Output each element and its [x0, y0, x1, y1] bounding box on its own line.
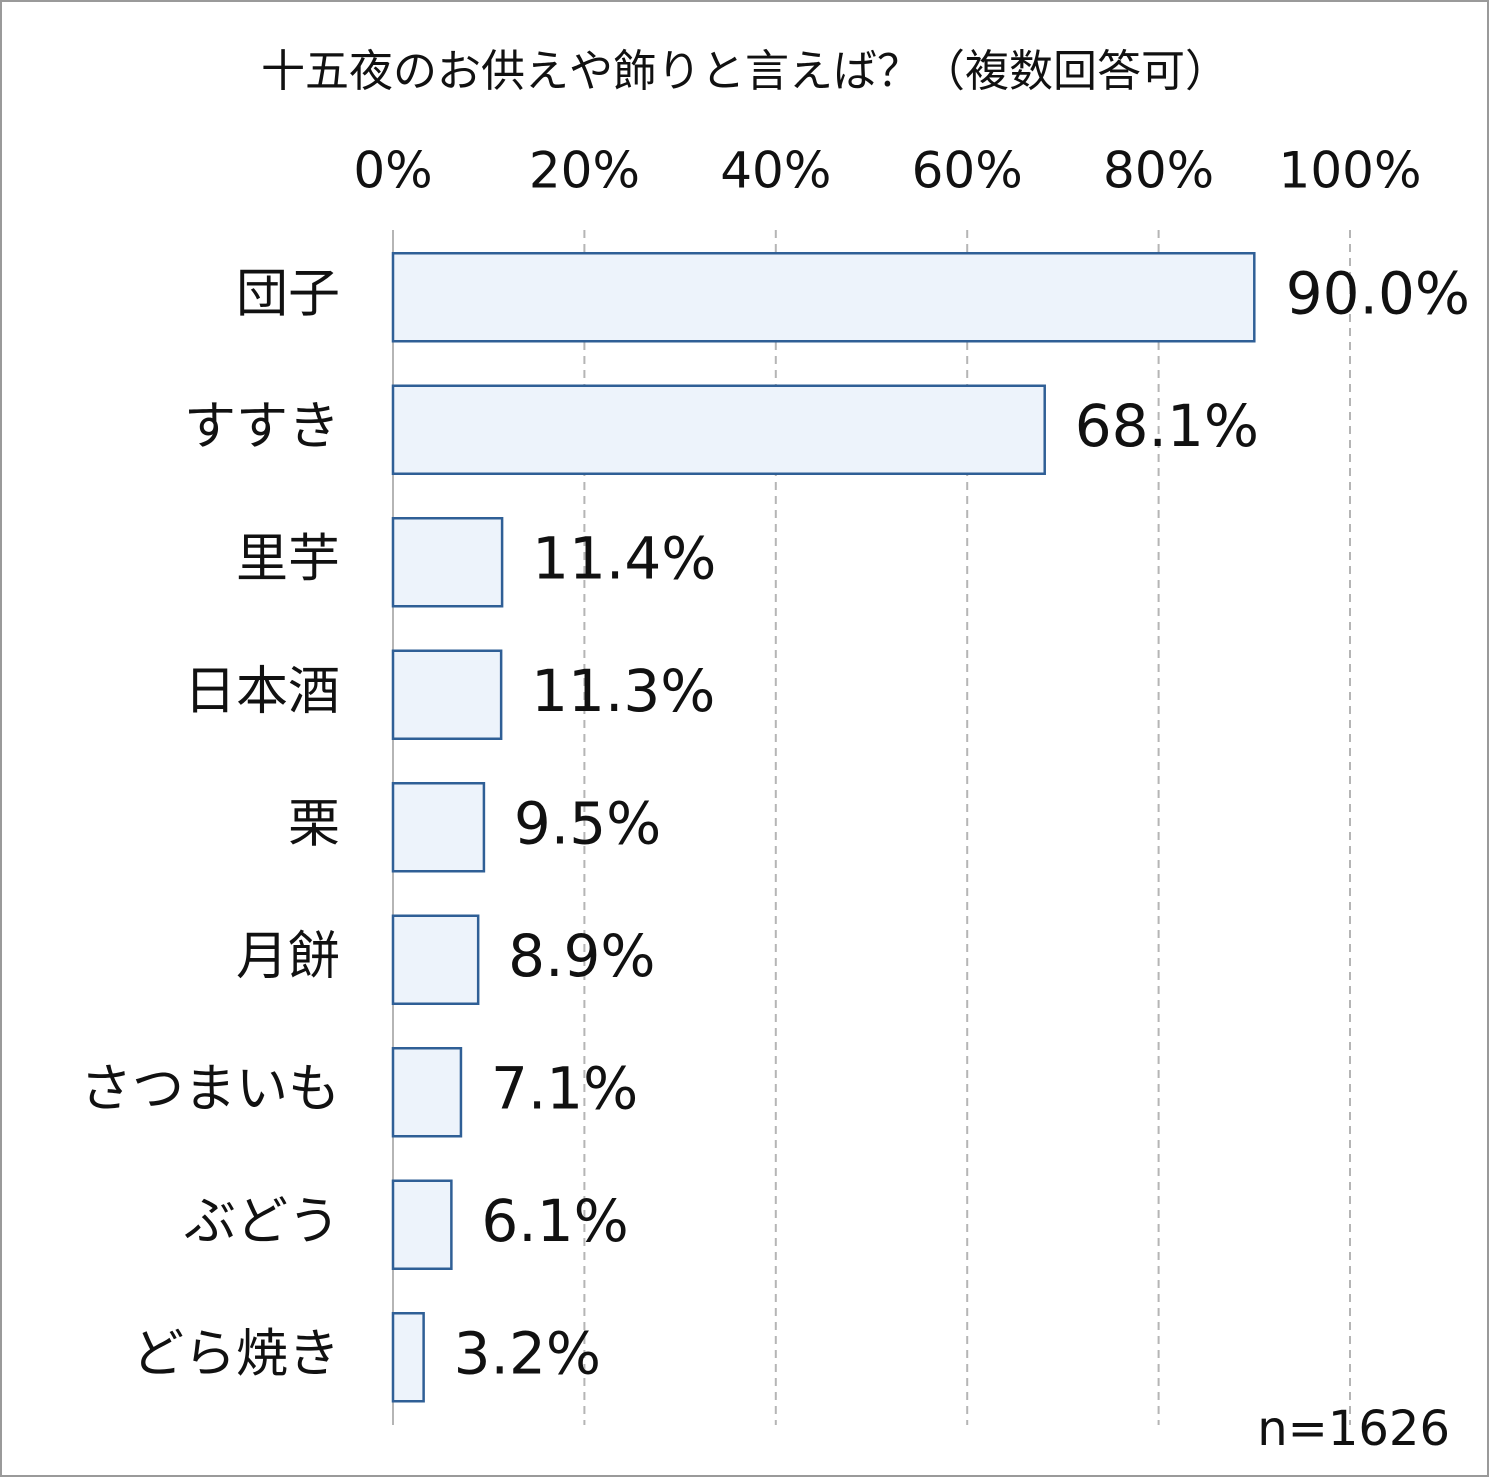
y-tick-label: ぶどう	[184, 1192, 340, 1252]
y-tick-label: 月餅	[236, 927, 340, 987]
y-tick-label: 日本酒	[184, 662, 340, 722]
y-tick-label: 栗	[288, 794, 340, 854]
value-label: 68.1%	[1075, 392, 1259, 460]
y-tick-label: すすき	[184, 397, 340, 457]
x-tick-label: 0%	[353, 142, 432, 200]
bar	[391, 1312, 425, 1403]
y-tick-label: どら焼き	[132, 1324, 340, 1384]
value-label: 3.2%	[454, 1319, 601, 1387]
value-label: 11.3%	[531, 657, 715, 725]
y-tick-label: 団子	[236, 264, 340, 324]
x-tick-label: 100%	[1279, 142, 1422, 200]
value-label: 6.1%	[481, 1187, 628, 1255]
value-label: 9.5%	[514, 789, 661, 857]
bar	[391, 1047, 463, 1138]
x-tick-label: 40%	[720, 142, 831, 200]
bar	[391, 384, 1046, 475]
bar	[391, 782, 486, 873]
value-label: 8.9%	[508, 922, 655, 990]
x-tick-label: 60%	[912, 142, 1023, 200]
bar	[391, 517, 504, 608]
bar	[391, 914, 480, 1005]
x-tick-label: 20%	[529, 142, 640, 200]
sample-size: n=1626	[1257, 1401, 1450, 1457]
chart-title: 十五夜のお供えや飾りと言えば？（複数回答可）	[261, 46, 1229, 97]
y-tick-label: さつまいも	[80, 1059, 340, 1119]
bar	[391, 649, 503, 740]
value-label: 11.4%	[532, 524, 716, 592]
x-tick-label: 80%	[1103, 142, 1214, 200]
bar	[391, 1179, 453, 1270]
y-tick-label: 里芋	[236, 529, 340, 589]
value-label: 7.1%	[491, 1054, 638, 1122]
value-label: 90.0%	[1286, 259, 1470, 327]
bar	[391, 252, 1256, 343]
